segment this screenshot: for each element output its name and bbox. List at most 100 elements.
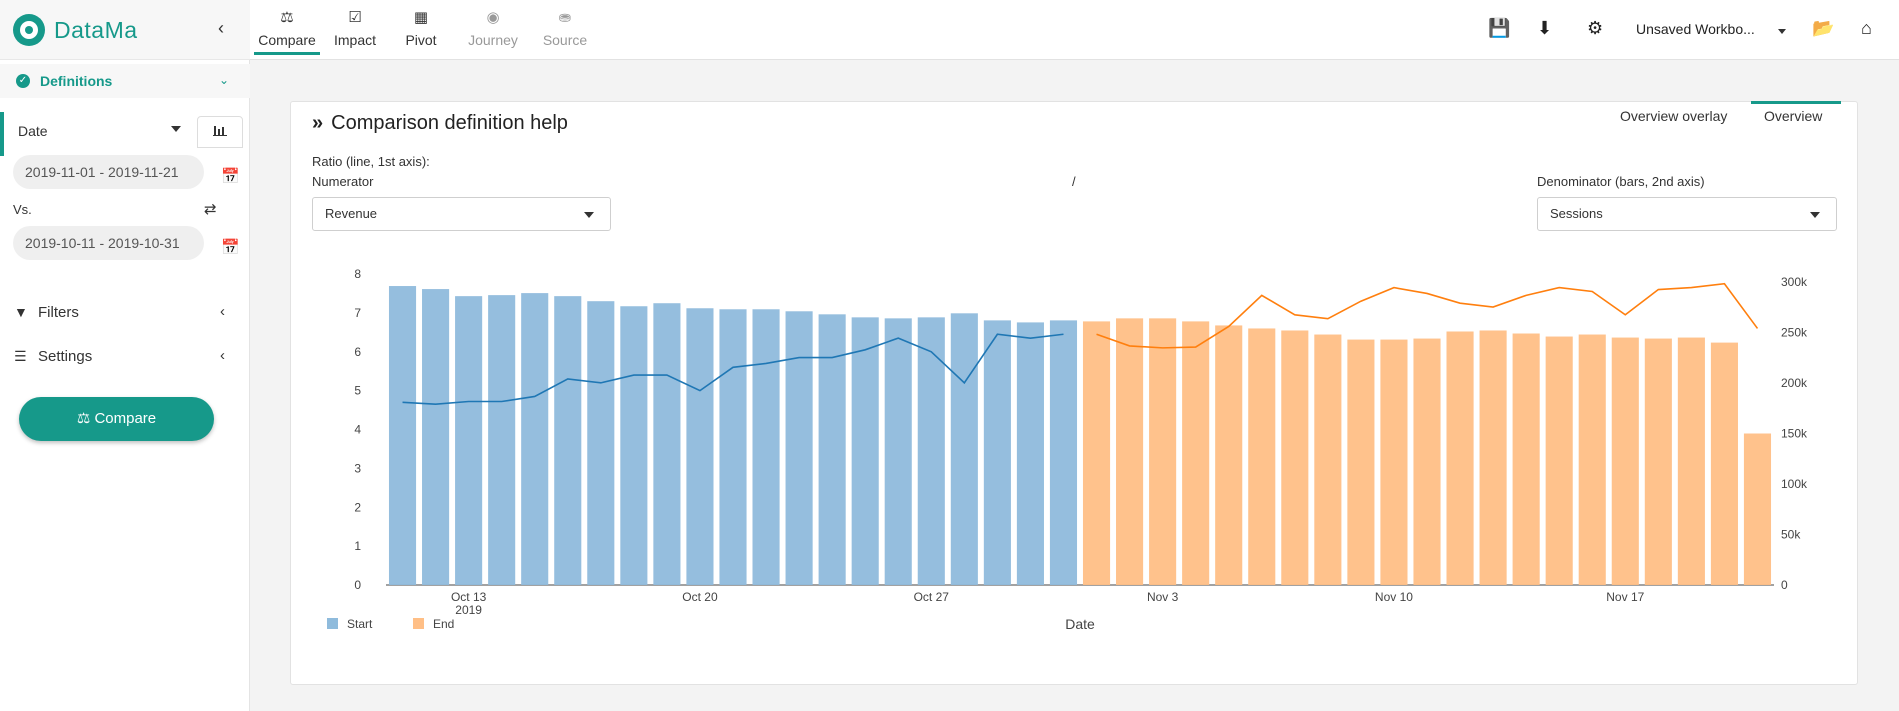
tab-overview[interactable]: Overview xyxy=(1764,108,1823,124)
caret-down-icon xyxy=(584,212,594,218)
bar-start xyxy=(1049,320,1078,585)
y-left-tick-label: 5 xyxy=(354,384,361,398)
workbook-selector[interactable]: Unsaved Workbo... xyxy=(1636,21,1755,37)
calendar-check-icon[interactable]: 📅 xyxy=(221,239,240,256)
bar-end xyxy=(1347,339,1375,585)
tab-overview-overlay[interactable]: Overview overlay xyxy=(1620,108,1728,124)
chevron-left-icon: ‹ xyxy=(220,347,225,364)
balance-scale-icon: ⚖ xyxy=(76,410,91,427)
tab-pivot[interactable]: ▦ Pivot xyxy=(392,0,450,56)
ratio-slash: / xyxy=(1072,174,1076,189)
y-right-tick-label: 0 xyxy=(1781,578,1788,592)
bar-end xyxy=(1413,338,1441,585)
bar-end xyxy=(1710,342,1738,585)
y-left-tick-label: 2 xyxy=(354,500,361,514)
y-right-tick-label: 50k xyxy=(1781,528,1801,542)
compare-button-label: Compare xyxy=(94,410,157,427)
y-right-tick-label: 250k xyxy=(1781,326,1808,340)
tab-journey[interactable]: ◉ Journey xyxy=(459,0,527,56)
sidebar: DataMa ‹ ✓ Definitions ⌄ Date 2019-11-01… xyxy=(0,0,250,711)
bar-end xyxy=(1644,338,1672,585)
save-icon[interactable]: 💾 xyxy=(1488,18,1511,38)
tab-source[interactable]: ⛂ Source xyxy=(533,0,597,56)
database-icon: ⛂ xyxy=(558,9,572,26)
vs-label: Vs. xyxy=(13,202,32,217)
y-left-tick-label: 0 xyxy=(354,578,361,592)
bar-start xyxy=(785,311,813,585)
end-date-range-input[interactable]: 2019-11-01 - 2019-11-21 xyxy=(13,155,204,189)
datama-logo-icon xyxy=(13,14,45,46)
bar-start xyxy=(521,293,549,585)
numerator-select[interactable]: Revenue xyxy=(312,197,611,231)
bar-start xyxy=(422,289,450,585)
bar-end xyxy=(1215,325,1243,585)
bar-start xyxy=(653,303,681,585)
overview-chart: 0 1 2 3 4 5 6 7 8 0 50k 100k 150k 200k 250k 300k Oct 13 O… xyxy=(327,267,1808,632)
legend-label-start: Start xyxy=(347,617,373,631)
y-left-tick-label: 8 xyxy=(354,267,361,281)
date-dimension-selector[interactable]: Date xyxy=(0,112,250,156)
definitions-label: Definitions xyxy=(40,73,113,89)
legend-label-end: End xyxy=(433,617,454,631)
tab-compare-label: Compare xyxy=(258,32,316,48)
bar-end xyxy=(1479,330,1507,585)
y-left-tick-label: 1 xyxy=(354,539,361,553)
card-title[interactable]: » Comparison definition help xyxy=(312,112,568,135)
sliders-icon: ☰ xyxy=(14,348,27,364)
x-axis-title: Date xyxy=(1065,616,1095,632)
bar-start xyxy=(686,308,714,585)
sidebar-item-settings[interactable]: ☰ Settings ‹ xyxy=(0,342,250,372)
bar-start xyxy=(455,296,483,585)
compare-button[interactable]: ⚖ Compare xyxy=(19,397,214,441)
bar-end xyxy=(1743,433,1772,585)
tab-impact[interactable]: ☑ Impact xyxy=(326,0,384,56)
x-tick-label: Oct 20 xyxy=(682,590,718,604)
x-tick-label: Nov 17 xyxy=(1606,590,1644,604)
bar-start xyxy=(388,286,417,585)
double-chevron-right-icon: » xyxy=(312,112,324,134)
calendar-check-icon[interactable]: 📅 xyxy=(221,168,240,185)
bar-end xyxy=(1446,331,1474,585)
caret-down-icon xyxy=(1810,212,1820,218)
caret-down-icon[interactable] xyxy=(1778,29,1786,34)
active-tab-indicator xyxy=(1751,101,1841,104)
bar-start xyxy=(884,318,912,585)
top-navigation-bar: ⚖ Compare ☑ Impact ▦ Pivot ◉ Journey ⛂ S… xyxy=(250,0,1899,60)
home-icon[interactable]: ⌂ xyxy=(1861,18,1872,38)
folder-open-icon[interactable]: 📂 xyxy=(1812,18,1835,38)
bar-start xyxy=(917,317,945,585)
bar-end xyxy=(1082,321,1111,585)
y-left-tick-label: 6 xyxy=(354,345,361,359)
start-date-range-input[interactable]: 2019-10-11 - 2019-10-31 xyxy=(13,226,204,260)
download-icon[interactable]: ⬇ xyxy=(1537,18,1553,38)
app-name: DataMa xyxy=(54,17,138,43)
bar-start xyxy=(620,306,648,585)
ratio-line-end xyxy=(1096,282,1759,349)
tab-source-label: Source xyxy=(542,32,588,48)
bar-chart-icon[interactable] xyxy=(197,116,243,148)
bar-start xyxy=(983,320,1011,585)
bar-end xyxy=(1677,337,1705,585)
bar-start xyxy=(719,309,747,585)
card-title-text: Comparison definition help xyxy=(331,112,568,134)
y-left-tick-label: 4 xyxy=(354,423,361,437)
y-right-tick-label: 200k xyxy=(1781,376,1808,390)
shuffle-icon[interactable]: ⇄ xyxy=(204,201,217,218)
y-left-tick-label: 7 xyxy=(354,306,361,320)
table-icon: ▦ xyxy=(413,9,429,26)
definitions-section-header[interactable]: ✓ Definitions ⌄ xyxy=(0,64,250,98)
x-tick-label: Oct 13 xyxy=(451,590,487,604)
y-right-tick-label: 100k xyxy=(1781,477,1808,491)
tab-compare[interactable]: ⚖ Compare xyxy=(254,0,320,55)
sidebar-item-filters[interactable]: ▼ Filters ‹ xyxy=(0,298,250,328)
gear-icon[interactable]: ⚙ xyxy=(1587,18,1604,38)
collapse-sidebar-icon[interactable]: ‹ xyxy=(218,18,224,38)
denominator-select[interactable]: Sessions xyxy=(1537,197,1837,231)
chevron-left-icon: ‹ xyxy=(220,303,225,320)
bar-start xyxy=(554,296,582,585)
tab-journey-label: Journey xyxy=(468,32,518,48)
legend-swatch-start xyxy=(327,618,338,629)
bar-start xyxy=(587,301,615,585)
caret-down-icon xyxy=(171,126,181,132)
bar-start xyxy=(851,317,879,585)
